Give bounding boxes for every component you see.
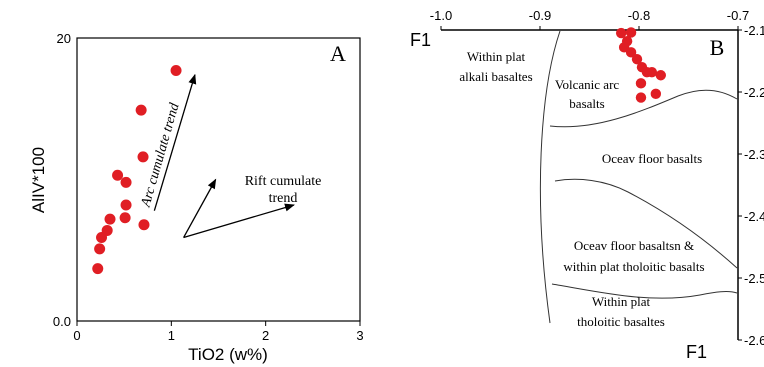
chart-b-data-point (646, 66, 658, 78)
chart-b-y-tick-label: -2.3 (744, 147, 764, 162)
region-ocean-floor-within-plat-line2: within plat tholoitic basalts (563, 259, 704, 274)
chart-a-x-axis-label: TiO2 (w%) (188, 345, 268, 364)
chart-b-y-axis-label: F1 (686, 342, 707, 362)
chart-b-y-tick-label: -2.2 (744, 85, 764, 100)
chart-a-arrows (153, 73, 295, 239)
region-within-plat-tholeiitic-line2: tholoitic basaltes (577, 314, 665, 329)
region-within-plat-alkali-line2: alkali basaltes (459, 69, 532, 84)
chart-a-x-tick-label: 2 (262, 328, 269, 343)
chart-a-x-tick-label: 1 (168, 328, 175, 343)
chart-b-data-point (655, 70, 666, 81)
chart-a-x-tick-label: 0 (73, 328, 80, 343)
chart-b-ticks: -1.0 -0.9 -0.8 -0.7-2.1 -2.2 -2.3 -2.4 -2.5 -2.6 (430, 8, 764, 348)
region-within-plat-tholeiitic-line1: Within plat (592, 294, 651, 309)
chart-b-data-point (625, 47, 637, 58)
chart-a-plot-frame (76, 37, 361, 322)
rift-cumulate-label-line1: Rift cumulate (245, 174, 322, 189)
chart-b: -1.0 -0.9 -0.8 -0.7-2.1 -2.2 -2.3 -2.4 -2.5 -2.6… (410, 8, 764, 362)
chart-a-trend-arrow (183, 178, 217, 238)
chart-a-points (92, 65, 182, 275)
region-volcanic-arc-line1: Volcanic arc (555, 77, 620, 92)
chart-b-panel-label: B (710, 35, 725, 60)
chart-a-ticks: 0 1 2 3 0.0 20 (53, 31, 364, 343)
chart-a-data-point (92, 263, 104, 275)
chart-a-panel-label: A (330, 41, 346, 66)
chart-a-trend-arrow (153, 73, 197, 211)
chart-b-x-tick-label: -1.0 (430, 8, 452, 23)
chart-b-data-point (625, 27, 637, 38)
chart-a-y-axis-label: AlIV*100 (29, 147, 48, 213)
chart-b-x-tick-label: -0.9 (529, 8, 551, 23)
chart-b-y-tick-label: -2.6 (744, 333, 764, 348)
chart-b-data-point (635, 78, 647, 89)
chart-a: 0 1 2 30.020 A TiO2 (w%) AlIV*100 Arc cumul… (29, 31, 364, 364)
field-boundary-arc (549, 89, 738, 128)
region-volcanic-arc-line2: basalts (569, 96, 604, 111)
chart-b-y-tick-label: -2.4 (744, 209, 764, 224)
chart-a-y-tick-label: 20 (57, 31, 71, 46)
region-ocean-floor-within-plat-line1: Oceav floor basaltsn & (574, 238, 694, 253)
chart-a-x-tick-label: 3 (356, 328, 363, 343)
chart-a-data-point (119, 212, 131, 224)
chart-b-x-tick-label: -0.8 (628, 8, 650, 23)
chart-a-data-point (138, 219, 150, 231)
chart-b-x-tick-label: -0.7 (727, 8, 749, 23)
chart-b-points (615, 27, 666, 103)
chart-a-data-point (112, 169, 124, 181)
chart-b-data-point (650, 88, 662, 100)
field-boundary-ocean-floor (554, 178, 738, 269)
field-boundary-tholeiitic (551, 283, 738, 299)
region-within-plat-alkali-line1: Within plat (467, 49, 526, 64)
chart-b-data-point (635, 92, 647, 103)
chart-a-data-point (120, 176, 132, 188)
region-ocean-floor: Oceav floor basalts (602, 151, 702, 166)
chart-a-data-point (170, 65, 182, 77)
chart-a-data-point (135, 104, 147, 116)
chart-b-y-tick-label: -2.5 (744, 271, 764, 286)
field-boundary-left (539, 30, 561, 324)
chart-a-trend-arrow (183, 203, 295, 239)
chart-a-data-point (104, 213, 116, 225)
chart-a-data-point (94, 243, 106, 255)
chart-a-data-point (137, 151, 149, 163)
chart-a-data-point (120, 199, 132, 211)
chart-a-y-tick-label: 0.0 (53, 314, 71, 329)
chart-a-data-point (101, 224, 113, 236)
chart-b-x-axis-label: F1 (410, 30, 431, 50)
chart-b-data-point (615, 27, 627, 39)
rift-cumulate-label-line2: trend (269, 191, 298, 206)
chart-b-y-tick-label: -2.1 (744, 23, 764, 38)
chart-b-data-point (631, 53, 643, 65)
